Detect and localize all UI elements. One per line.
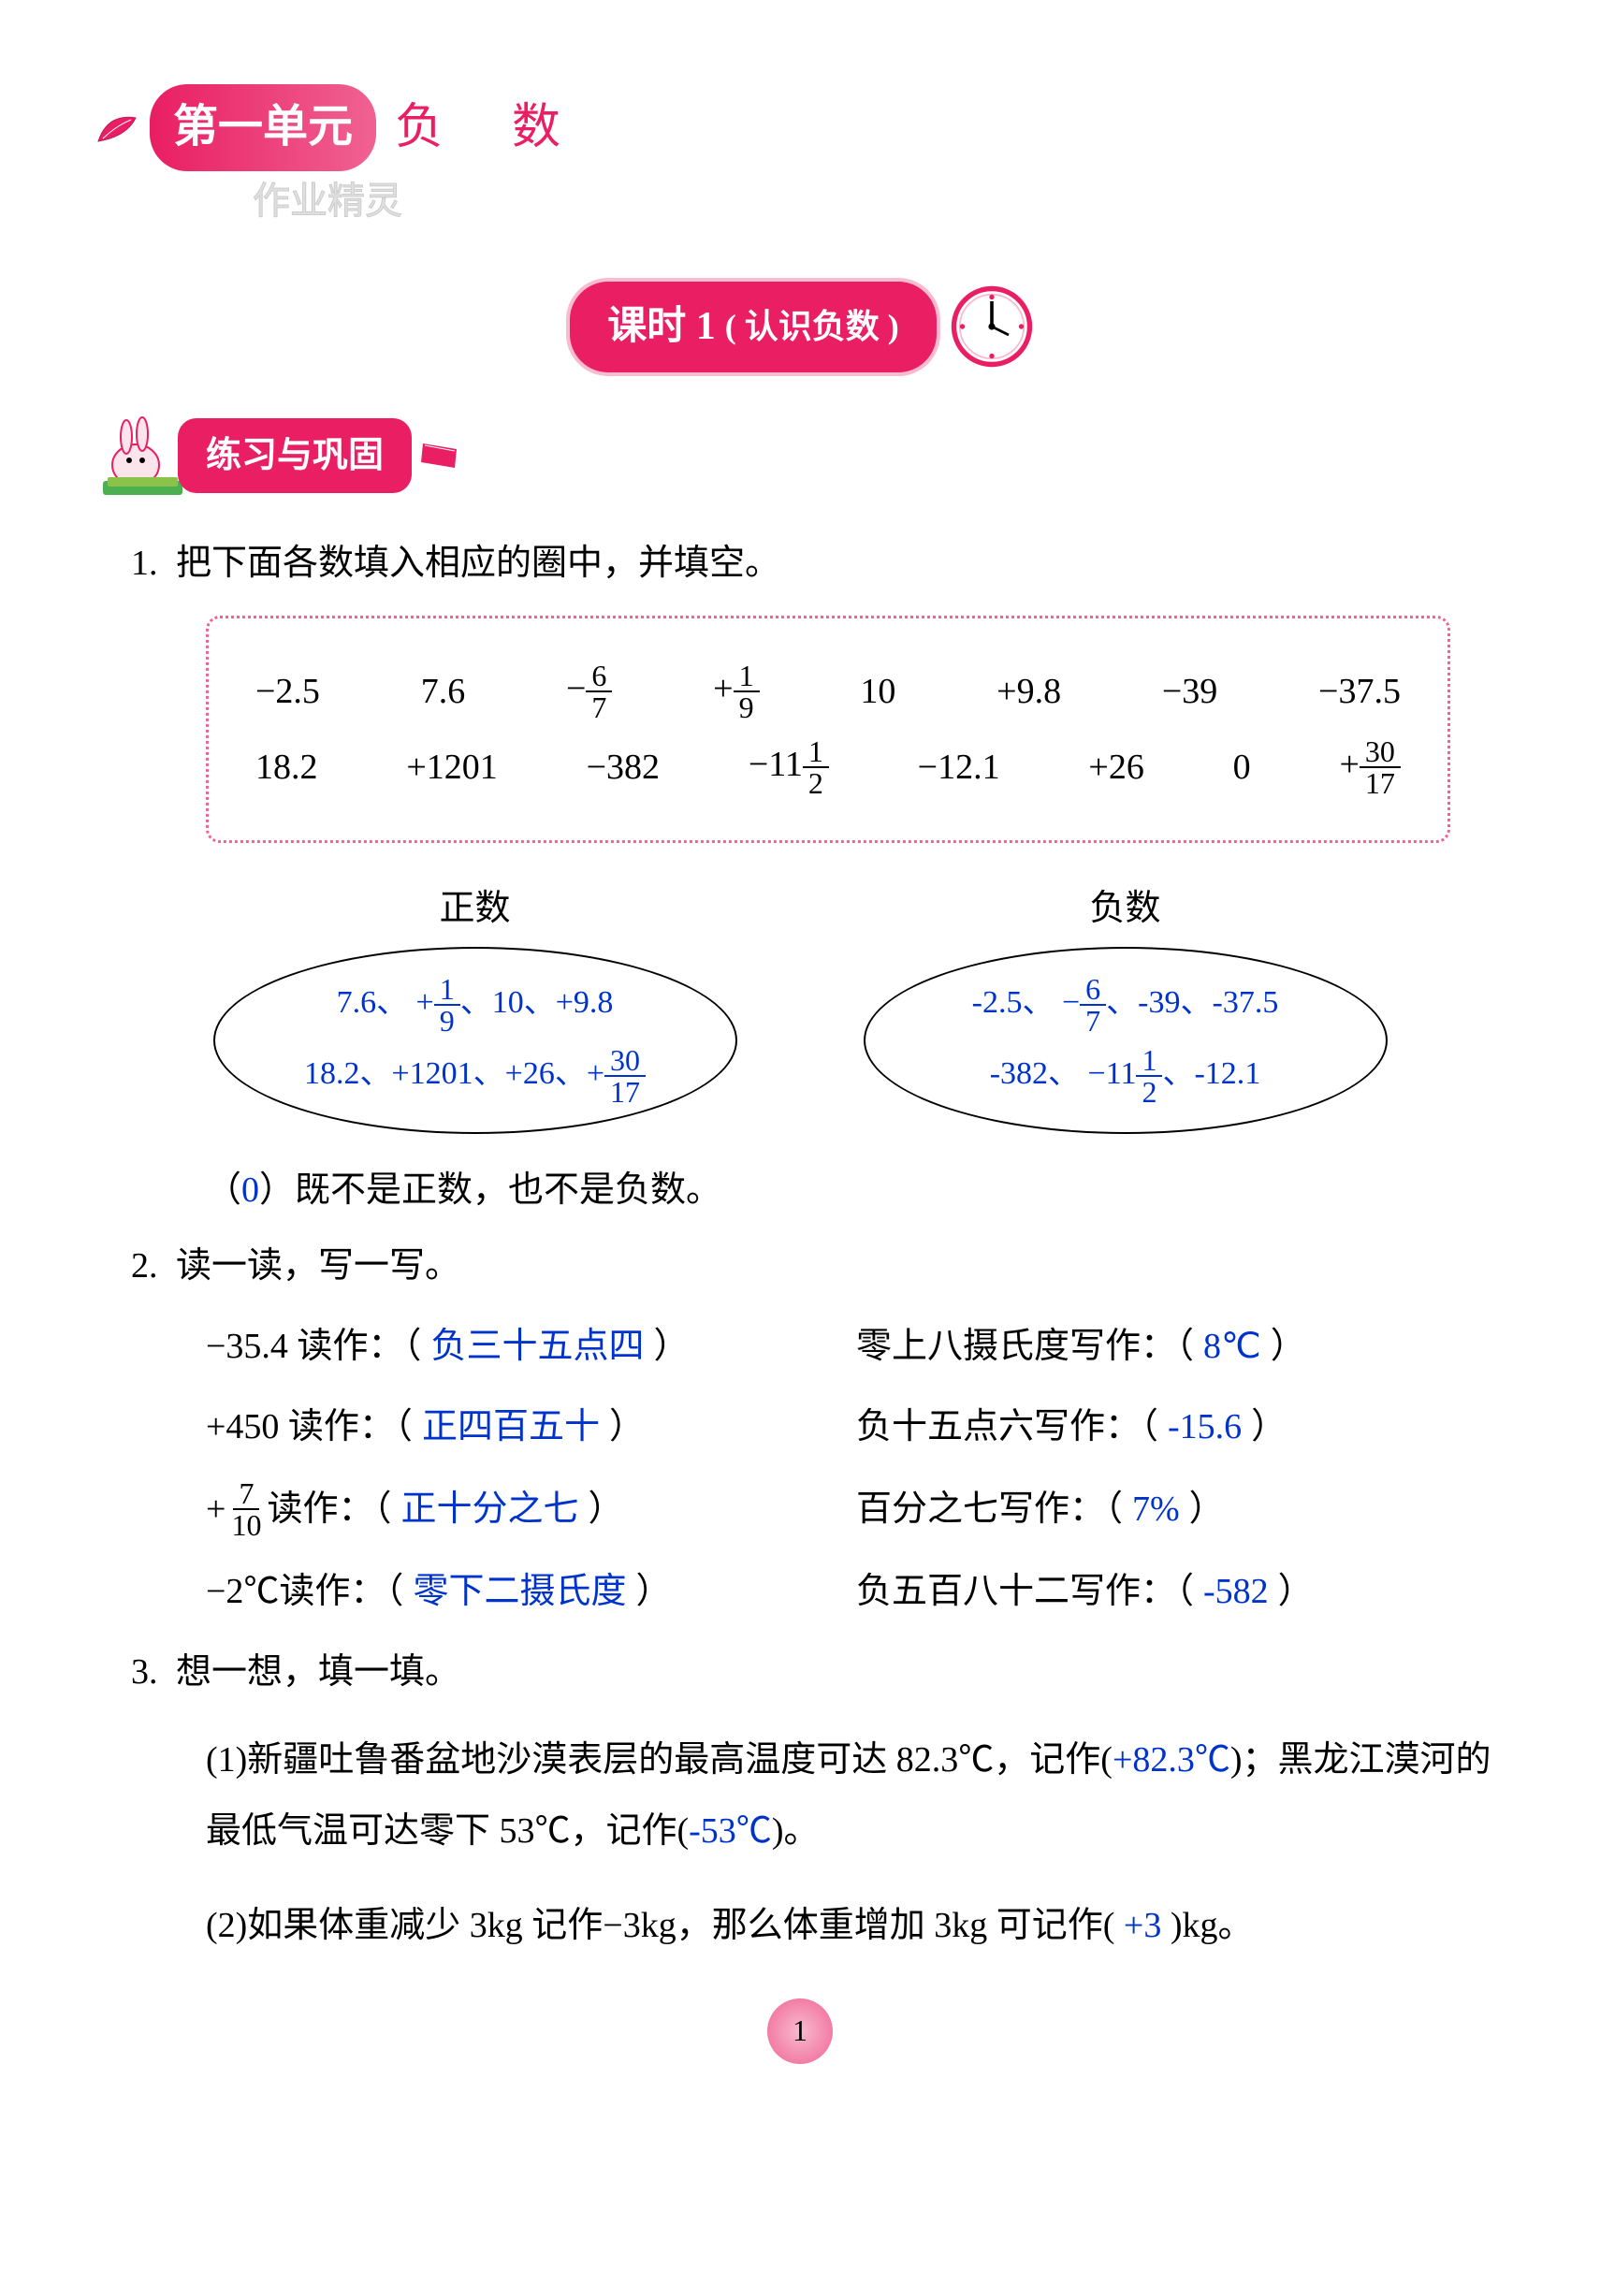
answer: -582 bbox=[1194, 1563, 1278, 1620]
q2-text: 读一读，写一写。 bbox=[176, 1246, 460, 1286]
num-item: −382 bbox=[587, 739, 660, 796]
num-item: 10 bbox=[860, 663, 895, 720]
book-icon bbox=[421, 442, 458, 470]
lesson-badge: 课时 1 ( 认识负数 ) bbox=[566, 278, 940, 376]
num-item: +9.8 bbox=[996, 663, 1061, 720]
q2-row-4: −2℃读作：（ 零下二摄氏度 ） 负五百八十二写作：（ -582 ） bbox=[206, 1563, 1506, 1620]
lesson-subtitle: ( 认识负数 ) bbox=[725, 300, 899, 355]
number-box: −2.5 7.6 −67 +19 10 +9.8 −39 −37.5 18.2 … bbox=[206, 616, 1450, 844]
q3-item-1: (1)新疆吐鲁番盆地沙漠表层的最高温度可达 82.3℃，记作(+82.3℃)；黑… bbox=[206, 1724, 1506, 1867]
num-item: +3017 bbox=[1339, 736, 1400, 798]
clock-icon bbox=[950, 284, 1034, 369]
num-item: +1201 bbox=[406, 739, 497, 796]
page-number: 1 bbox=[767, 1998, 833, 2064]
answer: -53℃ bbox=[689, 1811, 772, 1851]
answer: -15.6 bbox=[1158, 1399, 1251, 1456]
q2-row-2: +450 读作：（ 正四百五十 ） 负十五点六写作：（ -15.6 ） bbox=[206, 1399, 1506, 1456]
positive-line-1: 7.6、 +19、10、+9.8 bbox=[337, 974, 614, 1036]
q2-row-1: −35.4 读作：（负三十五点四） 零上八摄氏度写作：（ 8℃ ） bbox=[206, 1318, 1506, 1375]
num-item: −2.5 bbox=[255, 663, 320, 720]
page-footer: 1 bbox=[94, 1998, 1506, 2064]
lesson-header: 课时 1 ( 认识负数 ) bbox=[94, 278, 1506, 376]
section-title: 练习与巩固 bbox=[178, 418, 412, 494]
num-item: 18.2 bbox=[255, 739, 318, 796]
q1-text: 把下面各数填入相应的圈中，并填空。 bbox=[176, 544, 780, 583]
answer: +3 bbox=[1124, 1906, 1161, 1945]
negative-line-2: -382、 −1112、-12.1 bbox=[990, 1045, 1261, 1107]
positive-label: 正数 bbox=[439, 880, 510, 937]
q3-item-2: (2)如果体重减少 3kg 记作−3kg，那么体重增加 3kg 可记作( +3 … bbox=[206, 1890, 1506, 1961]
answer: 正十分之七 bbox=[391, 1481, 588, 1538]
answer: 零下二摄氏度 bbox=[403, 1563, 635, 1620]
lesson-title: 课时 1 bbox=[607, 296, 716, 358]
negative-label: 负数 bbox=[1089, 880, 1160, 937]
negative-group: 负数 -2.5、 −67、-39、-37.5 -382、 −1112、-12.1 bbox=[864, 880, 1388, 1134]
positive-line-2: 18.2、+1201、+26、+3017 bbox=[304, 1045, 646, 1107]
num-item: +19 bbox=[713, 661, 759, 722]
q2-row-3: +710 读作：（ 正十分之七 ） 百分之七写作：（ 7% ） bbox=[206, 1478, 1506, 1540]
positive-oval: 7.6、 +19、10、+9.8 18.2、+1201、+26、+3017 bbox=[213, 947, 737, 1134]
unit-header: 第一单元 负 数 bbox=[94, 84, 1506, 171]
negative-line-1: -2.5、 −67、-39、-37.5 bbox=[972, 974, 1279, 1036]
leaf-icon bbox=[94, 109, 140, 146]
answer: 7% bbox=[1123, 1481, 1189, 1538]
positive-group: 正数 7.6、 +19、10、+9.8 18.2、+1201、+26、+3017 bbox=[213, 880, 737, 1134]
num-item: −37.5 bbox=[1318, 663, 1401, 720]
section-header: 练习与巩固 bbox=[94, 414, 1506, 498]
num-item: −39 bbox=[1162, 663, 1217, 720]
q1-fill-answer: 0 bbox=[241, 1162, 259, 1219]
watermark-text: 作业精灵 bbox=[253, 171, 1506, 231]
num-item: −1112 bbox=[749, 736, 829, 798]
number-row-2: 18.2 +1201 −382 −1112 −12.1 +26 0 +3017 bbox=[255, 736, 1401, 798]
question-2: 2. 读一读，写一写。 bbox=[131, 1238, 1506, 1295]
num-item: 7.6 bbox=[421, 663, 466, 720]
question-3: 3. 想一想，填一填。 bbox=[131, 1644, 1506, 1701]
answer: +82.3℃ bbox=[1113, 1740, 1230, 1780]
question-1: 1. 把下面各数填入相应的圈中，并填空。 bbox=[131, 535, 1506, 592]
ovals-row: 正数 7.6、 +19、10、+9.8 18.2、+1201、+26、+3017… bbox=[150, 880, 1450, 1134]
unit-title: 负 数 bbox=[395, 89, 589, 167]
answer: 正四百五十 bbox=[413, 1399, 609, 1456]
num-item: 0 bbox=[1233, 739, 1251, 796]
num-item: −67 bbox=[566, 661, 612, 722]
q3-number: 3. bbox=[131, 1652, 158, 1692]
q3-text: 想一想，填一填。 bbox=[176, 1652, 460, 1692]
num-item: +26 bbox=[1088, 739, 1143, 796]
negative-oval: -2.5、 −67、-39、-37.5 -382、 −1112、-12.1 bbox=[864, 947, 1388, 1134]
q1-number: 1. bbox=[131, 544, 158, 583]
number-row-1: −2.5 7.6 −67 +19 10 +9.8 −39 −37.5 bbox=[255, 661, 1401, 722]
q2-number: 2. bbox=[131, 1246, 158, 1286]
answer: 8℃ bbox=[1194, 1318, 1271, 1375]
answer: 负三十五点四 bbox=[421, 1318, 653, 1375]
q1-fill: （ 0 ）既不是正数，也不是负数。 bbox=[206, 1162, 1506, 1219]
num-item: −12.1 bbox=[918, 739, 1000, 796]
unit-badge: 第一单元 bbox=[150, 84, 376, 171]
